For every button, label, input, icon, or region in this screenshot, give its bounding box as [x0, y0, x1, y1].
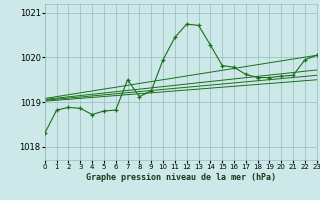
X-axis label: Graphe pression niveau de la mer (hPa): Graphe pression niveau de la mer (hPa) — [86, 173, 276, 182]
